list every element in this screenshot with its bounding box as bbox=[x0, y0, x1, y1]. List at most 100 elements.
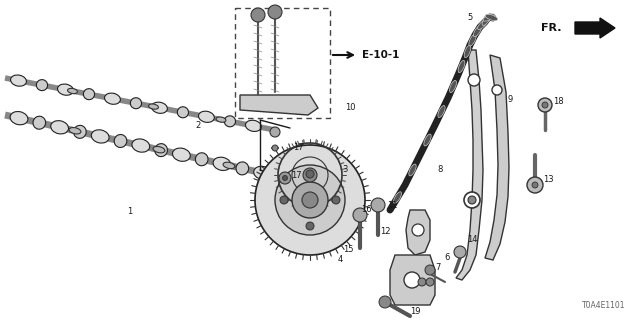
Polygon shape bbox=[406, 210, 430, 255]
Circle shape bbox=[454, 246, 466, 258]
Circle shape bbox=[542, 102, 548, 108]
Ellipse shape bbox=[152, 102, 168, 113]
Circle shape bbox=[468, 196, 476, 204]
Ellipse shape bbox=[148, 104, 159, 109]
Ellipse shape bbox=[223, 162, 235, 169]
Circle shape bbox=[538, 98, 552, 112]
Circle shape bbox=[268, 5, 282, 19]
Text: 8: 8 bbox=[437, 165, 443, 174]
Circle shape bbox=[306, 222, 314, 230]
Ellipse shape bbox=[474, 25, 481, 37]
Ellipse shape bbox=[58, 84, 74, 95]
Circle shape bbox=[303, 168, 317, 182]
Text: 4: 4 bbox=[337, 255, 342, 265]
Polygon shape bbox=[485, 55, 509, 260]
Text: 12: 12 bbox=[380, 228, 390, 236]
Circle shape bbox=[418, 278, 426, 286]
Ellipse shape bbox=[246, 120, 261, 132]
Text: 3: 3 bbox=[342, 165, 348, 174]
Ellipse shape bbox=[213, 157, 231, 171]
Ellipse shape bbox=[253, 166, 271, 180]
Ellipse shape bbox=[33, 116, 45, 129]
Ellipse shape bbox=[424, 134, 431, 146]
Ellipse shape bbox=[224, 116, 236, 127]
Circle shape bbox=[492, 85, 502, 95]
Ellipse shape bbox=[104, 93, 120, 104]
Ellipse shape bbox=[11, 75, 26, 86]
Circle shape bbox=[464, 192, 480, 208]
Ellipse shape bbox=[482, 15, 491, 25]
Ellipse shape bbox=[68, 88, 77, 94]
Circle shape bbox=[468, 74, 480, 86]
Circle shape bbox=[302, 192, 318, 208]
Ellipse shape bbox=[409, 164, 416, 176]
Circle shape bbox=[251, 8, 265, 22]
Circle shape bbox=[379, 296, 391, 308]
Circle shape bbox=[426, 278, 434, 286]
Circle shape bbox=[425, 265, 435, 275]
Ellipse shape bbox=[485, 14, 498, 20]
Text: FR.: FR. bbox=[541, 23, 562, 33]
Circle shape bbox=[332, 196, 340, 204]
Text: 15: 15 bbox=[343, 245, 353, 254]
Ellipse shape bbox=[92, 130, 109, 143]
Ellipse shape bbox=[195, 153, 208, 166]
FancyArrow shape bbox=[575, 18, 615, 38]
Circle shape bbox=[270, 127, 280, 137]
Text: 18: 18 bbox=[553, 98, 563, 107]
Ellipse shape bbox=[74, 125, 86, 138]
Text: 13: 13 bbox=[543, 175, 554, 185]
Text: 14: 14 bbox=[467, 236, 477, 244]
Circle shape bbox=[532, 182, 538, 188]
Ellipse shape bbox=[114, 134, 127, 148]
Ellipse shape bbox=[198, 111, 214, 123]
Text: 5: 5 bbox=[467, 13, 472, 22]
Text: 2: 2 bbox=[195, 121, 200, 130]
Text: T0A4E1101: T0A4E1101 bbox=[582, 301, 625, 310]
Circle shape bbox=[282, 175, 287, 180]
Circle shape bbox=[292, 182, 328, 218]
Text: 10: 10 bbox=[345, 103, 355, 113]
Circle shape bbox=[527, 177, 543, 193]
Ellipse shape bbox=[132, 139, 150, 152]
Ellipse shape bbox=[51, 121, 68, 134]
Ellipse shape bbox=[438, 106, 445, 117]
Text: 6: 6 bbox=[444, 253, 450, 262]
Circle shape bbox=[371, 198, 385, 212]
Ellipse shape bbox=[131, 98, 141, 109]
Ellipse shape bbox=[173, 148, 190, 161]
Circle shape bbox=[279, 172, 291, 184]
Ellipse shape bbox=[153, 147, 165, 153]
Text: 7: 7 bbox=[435, 263, 441, 273]
Circle shape bbox=[404, 272, 420, 288]
Ellipse shape bbox=[216, 117, 226, 122]
Text: 1: 1 bbox=[127, 207, 132, 217]
Ellipse shape bbox=[69, 128, 81, 134]
Text: E-10-1: E-10-1 bbox=[362, 50, 399, 60]
Ellipse shape bbox=[469, 34, 476, 46]
Text: 9: 9 bbox=[508, 95, 513, 105]
Circle shape bbox=[306, 170, 314, 178]
Ellipse shape bbox=[177, 107, 189, 118]
Text: 17: 17 bbox=[292, 142, 303, 151]
Polygon shape bbox=[240, 95, 318, 115]
Ellipse shape bbox=[464, 45, 471, 58]
Ellipse shape bbox=[155, 144, 168, 156]
Ellipse shape bbox=[236, 162, 248, 175]
Bar bbox=[235, 8, 330, 118]
Ellipse shape bbox=[449, 80, 456, 92]
Circle shape bbox=[272, 145, 278, 151]
Circle shape bbox=[275, 165, 345, 235]
Ellipse shape bbox=[36, 80, 47, 91]
Text: 17: 17 bbox=[291, 171, 301, 180]
Ellipse shape bbox=[83, 89, 95, 100]
Ellipse shape bbox=[483, 14, 495, 21]
Polygon shape bbox=[456, 50, 483, 280]
Circle shape bbox=[255, 145, 365, 255]
Polygon shape bbox=[390, 255, 435, 305]
Text: 19: 19 bbox=[410, 308, 420, 316]
Ellipse shape bbox=[458, 60, 465, 73]
Circle shape bbox=[412, 224, 424, 236]
Circle shape bbox=[353, 208, 367, 222]
Text: 16: 16 bbox=[361, 205, 371, 214]
